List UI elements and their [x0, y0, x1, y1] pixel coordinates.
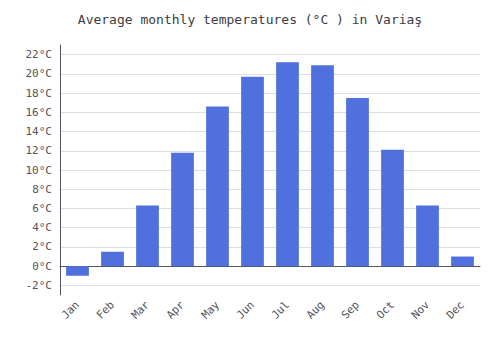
svg-text:-2°C: -2°C: [26, 279, 53, 292]
svg-text:2°C: 2°C: [32, 240, 52, 253]
svg-text:Apr: Apr: [164, 298, 187, 321]
svg-text:Average monthly temperatures (: Average monthly temperatures (°C ) in Va…: [78, 12, 422, 27]
svg-text:4°C: 4°C: [32, 221, 52, 234]
svg-text:May: May: [199, 298, 222, 321]
svg-text:Nov: Nov: [409, 298, 432, 321]
svg-text:Feb: Feb: [94, 298, 117, 321]
svg-text:22°C: 22°C: [26, 48, 53, 61]
svg-text:Mar: Mar: [129, 298, 152, 321]
svg-text:12°C: 12°C: [26, 144, 53, 157]
svg-text:8°C: 8°C: [32, 183, 52, 196]
svg-text:Sep: Sep: [339, 298, 362, 321]
svg-text:Oct: Oct: [374, 298, 397, 321]
svg-text:16°C: 16°C: [26, 106, 53, 119]
svg-text:0°C: 0°C: [32, 260, 52, 273]
svg-text:10°C: 10°C: [26, 164, 53, 177]
svg-text:Aug: Aug: [304, 298, 327, 321]
svg-text:Jul: Jul: [269, 298, 292, 321]
svg-text:Dec: Dec: [444, 298, 467, 321]
svg-text:18°C: 18°C: [26, 87, 53, 100]
svg-text:14°C: 14°C: [26, 125, 53, 138]
svg-text:Jan: Jan: [59, 298, 82, 321]
svg-text:6°C: 6°C: [32, 202, 52, 215]
svg-text:20°C: 20°C: [26, 67, 53, 80]
svg-text:Jun: Jun: [234, 298, 257, 321]
